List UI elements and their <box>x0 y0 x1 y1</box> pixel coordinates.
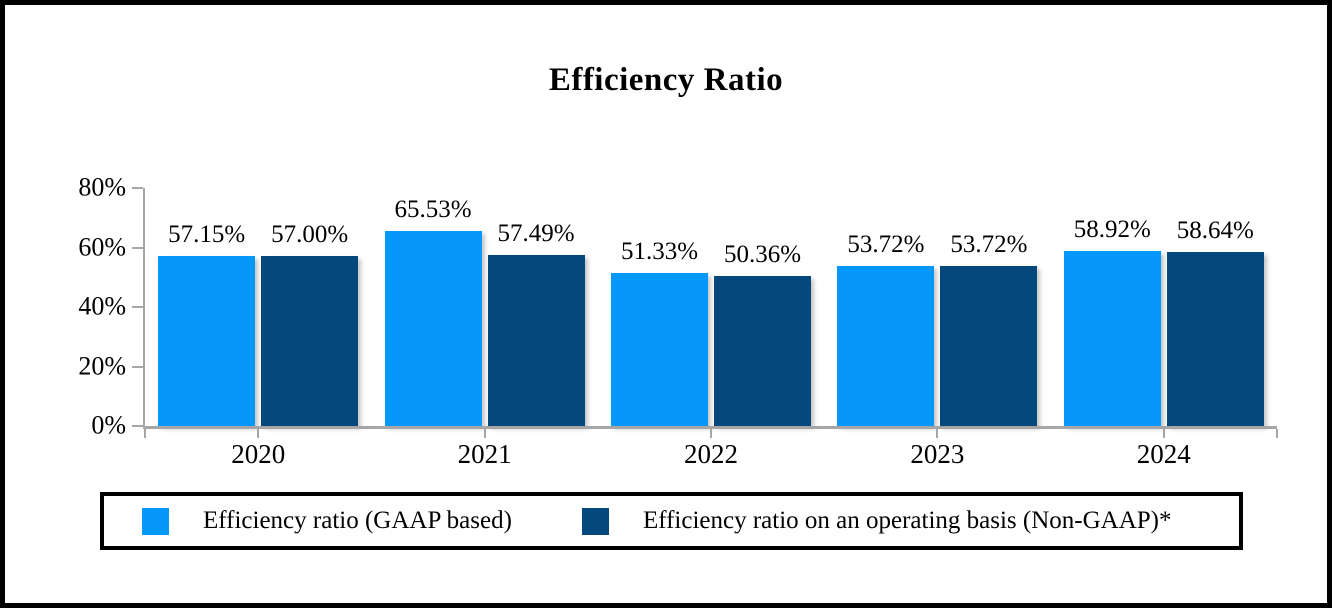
bar-nongaap: 50.36% <box>713 241 811 426</box>
bar-nongaap: 57.49% <box>487 220 585 426</box>
bar-value-label: 57.00% <box>271 221 349 249</box>
y-axis-tick <box>132 365 143 368</box>
x-axis-label: 2023 <box>910 439 965 469</box>
bar-value-label: 58.92% <box>1073 215 1151 243</box>
legend-label-nongaap: Efficiency ratio on an operating basis (… <box>642 507 1172 534</box>
bar-gaap: 65.53% <box>384 196 482 426</box>
bar-nongaap: 58.64% <box>1166 217 1264 426</box>
bar-value-label: 65.53% <box>394 196 472 224</box>
plot-area: 0% 20% 40% 60% 80% 57.15% 57.00% 2020 65.53% 57.4… <box>78 172 1278 469</box>
legend-label-gaap: Efficiency ratio (GAAP based) <box>203 507 512 534</box>
y-axis-tick <box>132 187 143 189</box>
y-axis-tick-label: 80% <box>78 172 126 202</box>
legend-swatch-gaap <box>142 507 169 535</box>
bar-group: 57.15% 57.00% <box>145 188 371 426</box>
y-axis-tick <box>132 425 143 427</box>
bar-nongaap: 53.72% <box>940 231 1038 426</box>
chart-title: Efficiency Ratio <box>548 62 784 98</box>
y-axis-tick <box>132 246 143 249</box>
y-axis-tick-label: 40% <box>78 291 126 321</box>
bar-gaap: 53.72% <box>837 231 935 426</box>
bar-value-label: 57.15% <box>168 220 246 248</box>
bar-group: 53.72% 53.72% <box>824 188 1050 426</box>
x-axis-tick <box>710 429 712 438</box>
bar-group: 51.33% 50.36% <box>598 188 824 426</box>
legend-item-nongaap: Efficiency ratio on an operating basis (… <box>581 507 1172 535</box>
x-axis-tick <box>257 429 260 438</box>
bar-gaap: 58.92% <box>1063 216 1161 426</box>
bar-value-label: 57.49% <box>497 219 575 247</box>
bar-value-label: 58.64% <box>1176 216 1254 244</box>
bar-value-label: 51.33% <box>620 238 699 266</box>
x-axis-label: 2024 <box>1136 439 1191 469</box>
bar-group: 65.53% 57.49% <box>371 188 597 426</box>
y-axis-tick-label: 20% <box>78 350 126 380</box>
x-axis-end-tick <box>1276 429 1278 438</box>
bar-value-label: 50.36% <box>723 241 802 269</box>
legend-swatch-nongaap <box>581 507 609 535</box>
x-axis-tick <box>936 429 939 438</box>
bar-value-label: 53.72% <box>847 231 925 259</box>
x-axis-tick <box>483 429 486 438</box>
bar-group: 58.92% 58.64% <box>1051 188 1277 426</box>
legend: Efficiency ratio (GAAP based) Efficiency… <box>100 492 1243 550</box>
bar-gaap: 51.33% <box>610 238 708 426</box>
legend-item-gaap: Efficiency ratio (GAAP based) <box>142 507 512 535</box>
x-axis-label: 2020 <box>231 439 286 469</box>
bar-value-label: 53.72% <box>950 231 1028 259</box>
y-axis-tick <box>132 306 143 308</box>
bar-nongaap: 57.00% <box>261 221 359 426</box>
bar-gaap: 57.15% <box>158 221 256 426</box>
y-axis-tick-label: 0% <box>91 410 126 440</box>
x-axis-label: 2021 <box>457 439 512 469</box>
y-axis-tick-label: 60% <box>78 231 126 261</box>
x-axis-label: 2022 <box>684 439 738 469</box>
x-axis-end-tick <box>144 429 146 438</box>
x-axis-tick <box>1162 429 1165 438</box>
